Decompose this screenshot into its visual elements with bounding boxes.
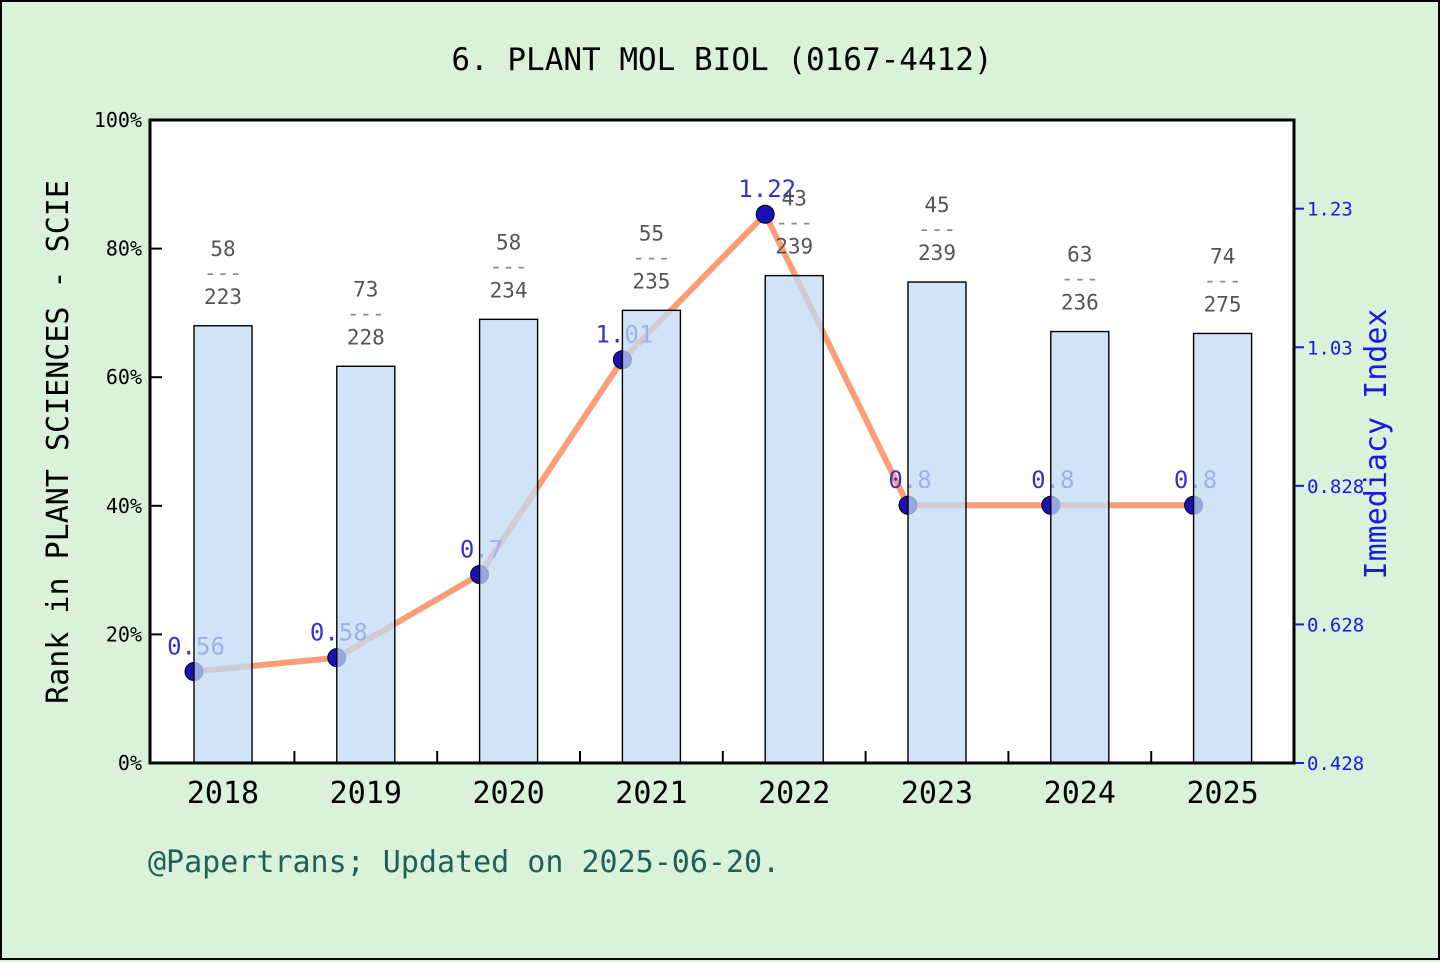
right-axis-tick-label: 0.628 — [1307, 614, 1364, 636]
right-axis-tick-label: 1.23 — [1307, 199, 1353, 221]
rank-fraction-bar: --- — [1204, 268, 1242, 292]
rank-fraction-bar: --- — [204, 261, 242, 285]
left-axis-tick-label: 40% — [106, 494, 142, 518]
left-axis-tick-label: 60% — [106, 365, 142, 389]
rank-fraction-denominator: 235 — [632, 269, 670, 293]
rank-bar — [1192, 332, 1253, 764]
rank-fraction-bar: --- — [775, 211, 813, 235]
right-axis-tick-label: 0.428 — [1307, 753, 1364, 775]
rank-fraction-denominator: 223 — [204, 285, 242, 309]
rank-fraction-denominator: 236 — [1061, 291, 1099, 315]
chart-title: 6. PLANT MOL BIOL (0167-4412) — [451, 42, 992, 78]
x-axis-year-label: 2018 — [187, 776, 259, 811]
immediacy-point-marker — [755, 204, 775, 224]
rank-fraction-bar: --- — [347, 301, 385, 325]
rank-fraction-numerator: 55 — [639, 221, 664, 245]
x-axis-year-label: 2021 — [615, 776, 687, 811]
rank-fraction-bar: --- — [1061, 267, 1099, 291]
rank-fraction-denominator: 275 — [1204, 292, 1242, 316]
x-axis-year-label: 2022 — [758, 776, 830, 811]
rank-fraction-numerator: 73 — [353, 277, 378, 301]
left-axis-tick-label: 100% — [94, 108, 142, 132]
rank-bar — [1050, 330, 1110, 764]
rank-fraction-numerator: 63 — [1067, 243, 1092, 267]
rank-fraction-denominator: 239 — [918, 241, 956, 265]
rank-fraction-numerator: 74 — [1210, 244, 1235, 268]
rank-fraction-denominator: 239 — [775, 235, 813, 259]
rank-fraction-denominator: 228 — [347, 325, 385, 349]
rank-fraction-bar: --- — [490, 254, 528, 278]
left-axis-tick-label: 0% — [118, 751, 142, 775]
x-axis-year-label: 2019 — [330, 776, 402, 811]
rank-fraction-numerator: 45 — [924, 193, 949, 217]
left-axis-title: Rank in PLANT SCIENCES - SCIE — [41, 180, 76, 704]
right-axis-title: Immediacy Index — [1359, 309, 1394, 580]
right-axis-tick-label: 1.03 — [1307, 337, 1353, 359]
x-axis-year-label: 2023 — [901, 776, 973, 811]
left-axis-tick-label: 20% — [106, 622, 142, 646]
footer-credit: @Papertrans; Updated on 2025-06-20. — [148, 845, 780, 880]
plot-frame — [148, 118, 1296, 765]
rank-bar — [193, 325, 253, 764]
rank-bar — [764, 274, 824, 764]
rank-fraction-numerator: 43 — [782, 187, 807, 211]
x-axis-year-label: 2024 — [1044, 776, 1116, 811]
right-axis-tick-label: 0.828 — [1307, 476, 1364, 498]
x-axis-year-label: 2025 — [1186, 776, 1258, 811]
rank-fraction-denominator: 234 — [490, 278, 528, 302]
plot-area — [150, 120, 1294, 763]
left-axis-tick-label: 80% — [106, 237, 142, 261]
rank-bar-series — [193, 274, 1253, 764]
rank-fraction-labels: 58---223 73---22858---23455---23543---239… — [204, 187, 1242, 350]
immediacy-point-label: 1.22 — [738, 175, 796, 203]
rank-bar — [907, 281, 967, 764]
rank-fraction-bar: --- — [918, 217, 956, 241]
rank-bar — [336, 365, 396, 764]
rank-fraction-numerator: 58 — [496, 230, 521, 254]
axis-ticks: 0% 20% 40% 60% 80% 100% 0.428 0.628 0.828 1.03 1.2… — [94, 108, 1364, 811]
rank-bar — [621, 309, 682, 764]
rank-fraction-numerator: 58 — [210, 237, 235, 261]
x-axis-year-label: 2020 — [472, 776, 544, 811]
rank-fraction-bar: --- — [632, 245, 670, 269]
rank-bar — [478, 318, 539, 764]
